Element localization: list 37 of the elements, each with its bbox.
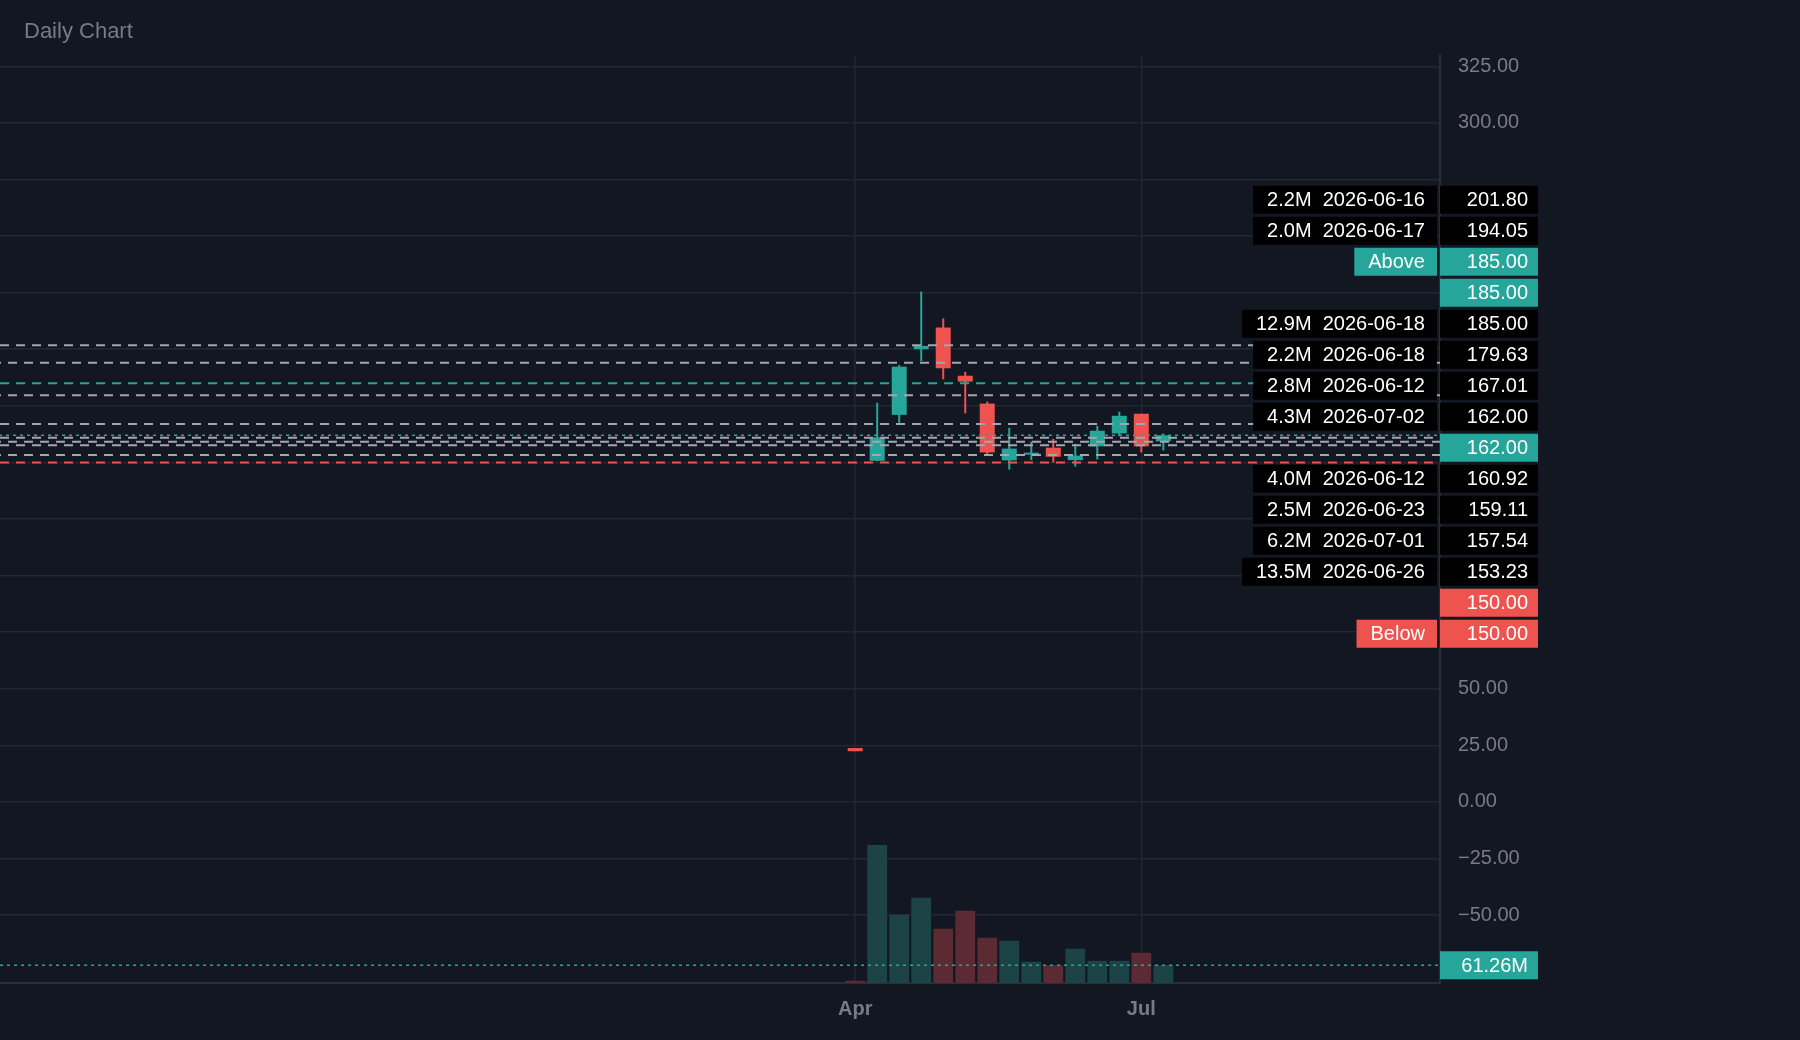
- text: 4.0M 2026-06-12 160.92: [1267, 467, 1528, 490]
- text: 13.5M 2026-06-26 153.23: [1255, 560, 1528, 583]
- candlestick: [957, 370, 973, 415]
- y-tick-label: 300.00: [1458, 110, 1520, 133]
- y-tick-label: 25.00: [1458, 732, 1509, 755]
- chart-title: Daily Chart: [24, 18, 133, 44]
- text: 2.2M 2026-06-18 179.63: [1267, 343, 1528, 366]
- y-tick-label: 325.00: [1458, 53, 1520, 76]
- y-tick-label: −25.00: [1458, 846, 1520, 869]
- y-tick-label: 50.00: [1458, 676, 1509, 699]
- x-tick-label: Apr: [837, 996, 873, 1019]
- bar: [1131, 952, 1152, 983]
- text: 2.8M 2026-06-12 167.01: [1267, 374, 1528, 397]
- bar: [1153, 965, 1174, 983]
- text: Above 185.00 185.00 12.9M 2026-06-18 185.00: [1255, 250, 1528, 335]
- bar: [911, 897, 932, 983]
- bar: [955, 910, 976, 983]
- bar: [999, 940, 1020, 983]
- bar: [933, 928, 954, 983]
- y-tick-label: −50.00: [1458, 902, 1520, 925]
- ref-line-label: 61.26M: [1461, 953, 1528, 976]
- text: 2.0M 2026-06-17 194.05: [1267, 219, 1528, 242]
- bar: [1087, 960, 1108, 983]
- bar: [1043, 965, 1064, 983]
- text: 4.3M 2026-07-02 162.00 162.00: [1267, 405, 1528, 459]
- x-tick-label: Jul: [1126, 996, 1156, 1019]
- bar: [889, 914, 910, 983]
- text: 6.2M 2026-07-01 157.54: [1267, 529, 1528, 552]
- bar: [1109, 960, 1130, 983]
- text: 2.5M 2026-06-23 159.11: [1267, 498, 1528, 521]
- bar: [977, 937, 998, 983]
- bar: [1021, 961, 1042, 983]
- y-tick-label: 0.00: [1458, 789, 1497, 812]
- bar: [867, 845, 888, 983]
- bar: [1065, 948, 1086, 983]
- text: 150.00 Below 150.00: [1370, 591, 1528, 645]
- text: 2.2M 2026-06-16 201.80: [1267, 188, 1528, 211]
